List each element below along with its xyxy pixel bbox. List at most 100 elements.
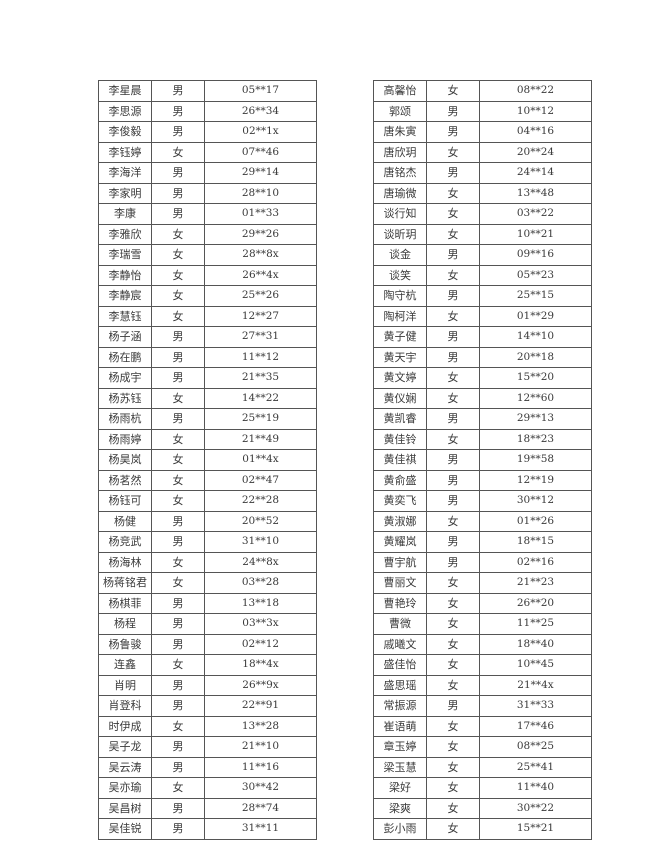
id-cell: 12**19: [479, 469, 592, 491]
name-cell: 李康: [98, 203, 152, 225]
gender-cell: 女: [426, 756, 480, 778]
name-cell: 杨鲁骏: [98, 633, 152, 655]
id-cell: 25**41: [479, 756, 592, 778]
name-cell: 唐铭杰: [373, 162, 427, 184]
name-cell: 谈昕玥: [373, 223, 427, 245]
table-row: 李俊毅男 02**1x: [98, 121, 317, 143]
id-cell: 12**27: [204, 305, 317, 327]
name-cell: 唐瑜微: [373, 182, 427, 204]
gender-cell: 男: [151, 326, 205, 348]
name-cell: 高馨怡: [373, 80, 427, 102]
id-cell: 02**16: [479, 551, 592, 573]
id-cell: 20**18: [479, 346, 592, 368]
name-cell: 李海洋: [98, 162, 152, 184]
gender-cell: 女: [426, 182, 480, 204]
table-row: 戚曦文女 18**40: [373, 633, 592, 655]
table-row: 李家明男 28**10: [98, 182, 317, 204]
name-cell: 李瑞雪: [98, 244, 152, 266]
gender-cell: 女: [426, 592, 480, 614]
id-cell: 21**10: [204, 736, 317, 758]
id-cell: 02**12: [204, 633, 317, 655]
table-row: 黄奕飞男 30**12: [373, 490, 592, 512]
id-cell: 01**26: [479, 510, 592, 532]
id-cell: 25**15: [479, 285, 592, 307]
gender-cell: 女: [426, 736, 480, 758]
id-cell: 15**21: [479, 818, 592, 840]
id-cell: 08**25: [479, 736, 592, 758]
id-cell: 14**10: [479, 326, 592, 348]
id-cell: 12**60: [479, 387, 592, 409]
id-cell: 20**52: [204, 510, 317, 532]
gender-cell: 男: [426, 551, 480, 573]
table-row: 李慧钰女 12**27: [98, 305, 317, 327]
table-row: 杨鲁骏男 02**12: [98, 633, 317, 655]
gender-cell: 男: [426, 244, 480, 266]
id-cell: 26**9x: [204, 674, 317, 696]
gender-cell: 男: [151, 531, 205, 553]
gender-cell: 女: [151, 449, 205, 471]
gender-cell: 女: [426, 80, 480, 102]
id-cell: 30**42: [204, 777, 317, 799]
name-cell: 杨茗然: [98, 469, 152, 491]
gender-cell: 女: [151, 141, 205, 163]
name-cell: 杨竞武: [98, 531, 152, 553]
table-row: 唐欣玥女 20**24: [373, 141, 592, 163]
gender-cell: 女: [426, 203, 480, 225]
gender-cell: 男: [151, 797, 205, 819]
name-cell: 时伊成: [98, 715, 152, 737]
name-cell: 彭小雨: [373, 818, 427, 840]
name-cell: 李慧钰: [98, 305, 152, 327]
name-cell: 黄淑娜: [373, 510, 427, 532]
table-row: 李雅欣女 29**26: [98, 223, 317, 245]
id-cell: 26**34: [204, 100, 317, 122]
name-cell: 黄耀岚: [373, 531, 427, 553]
gender-cell: 女: [151, 428, 205, 450]
gender-cell: 男: [151, 203, 205, 225]
id-cell: 19**58: [479, 449, 592, 471]
name-cell: 杨在鹏: [98, 346, 152, 368]
table-row: 唐瑜微女 13**48: [373, 182, 592, 204]
left-roster-table: 李星晨男 05**17 李思源男 26**34 李俊毅男 02**1x 李钰婷女 07**46…: [98, 80, 317, 840]
table-row: 梁好女 11**40: [373, 777, 592, 799]
id-cell: 27**31: [204, 326, 317, 348]
name-cell: 黄文婷: [373, 367, 427, 389]
name-cell: 梁爽: [373, 797, 427, 819]
id-cell: 18**40: [479, 633, 592, 655]
gender-cell: 男: [426, 449, 480, 471]
name-cell: 陶柯洋: [373, 305, 427, 327]
table-row: 时伊成女 13**28: [98, 715, 317, 737]
name-cell: 常振源: [373, 695, 427, 717]
table-row: 吴子龙男 21**10: [98, 736, 317, 758]
id-cell: 10**12: [479, 100, 592, 122]
id-cell: 21**35: [204, 367, 317, 389]
table-row: 杨子涵男 27**31: [98, 326, 317, 348]
id-cell: 24**8x: [204, 551, 317, 573]
id-cell: 03**28: [204, 572, 317, 594]
id-cell: 01**33: [204, 203, 317, 225]
gender-cell: 男: [151, 408, 205, 430]
table-row: 黄佳祺男 19**58: [373, 449, 592, 471]
id-cell: 29**26: [204, 223, 317, 245]
name-cell: 杨健: [98, 510, 152, 532]
gender-cell: 男: [426, 408, 480, 430]
name-cell: 梁玉慧: [373, 756, 427, 778]
name-cell: 肖明: [98, 674, 152, 696]
table-row: 常振源男 31**33: [373, 695, 592, 717]
id-cell: 30**22: [479, 797, 592, 819]
gender-cell: 男: [151, 182, 205, 204]
name-cell: 李静宸: [98, 285, 152, 307]
id-cell: 31**33: [479, 695, 592, 717]
id-cell: 10**45: [479, 654, 592, 676]
name-cell: 谈金: [373, 244, 427, 266]
table-row: 吴亦瑜女 30**42: [98, 777, 317, 799]
name-cell: 谈笑: [373, 264, 427, 286]
id-cell: 28**10: [204, 182, 317, 204]
table-row: 杨健男 20**52: [98, 510, 317, 532]
name-cell: 吴昌树: [98, 797, 152, 819]
id-cell: 29**13: [479, 408, 592, 430]
name-cell: 杨程: [98, 613, 152, 635]
table-row: 李静宸女 25**26: [98, 285, 317, 307]
table-row: 李思源男 26**34: [98, 100, 317, 122]
gender-cell: 男: [151, 695, 205, 717]
gender-cell: 男: [151, 633, 205, 655]
